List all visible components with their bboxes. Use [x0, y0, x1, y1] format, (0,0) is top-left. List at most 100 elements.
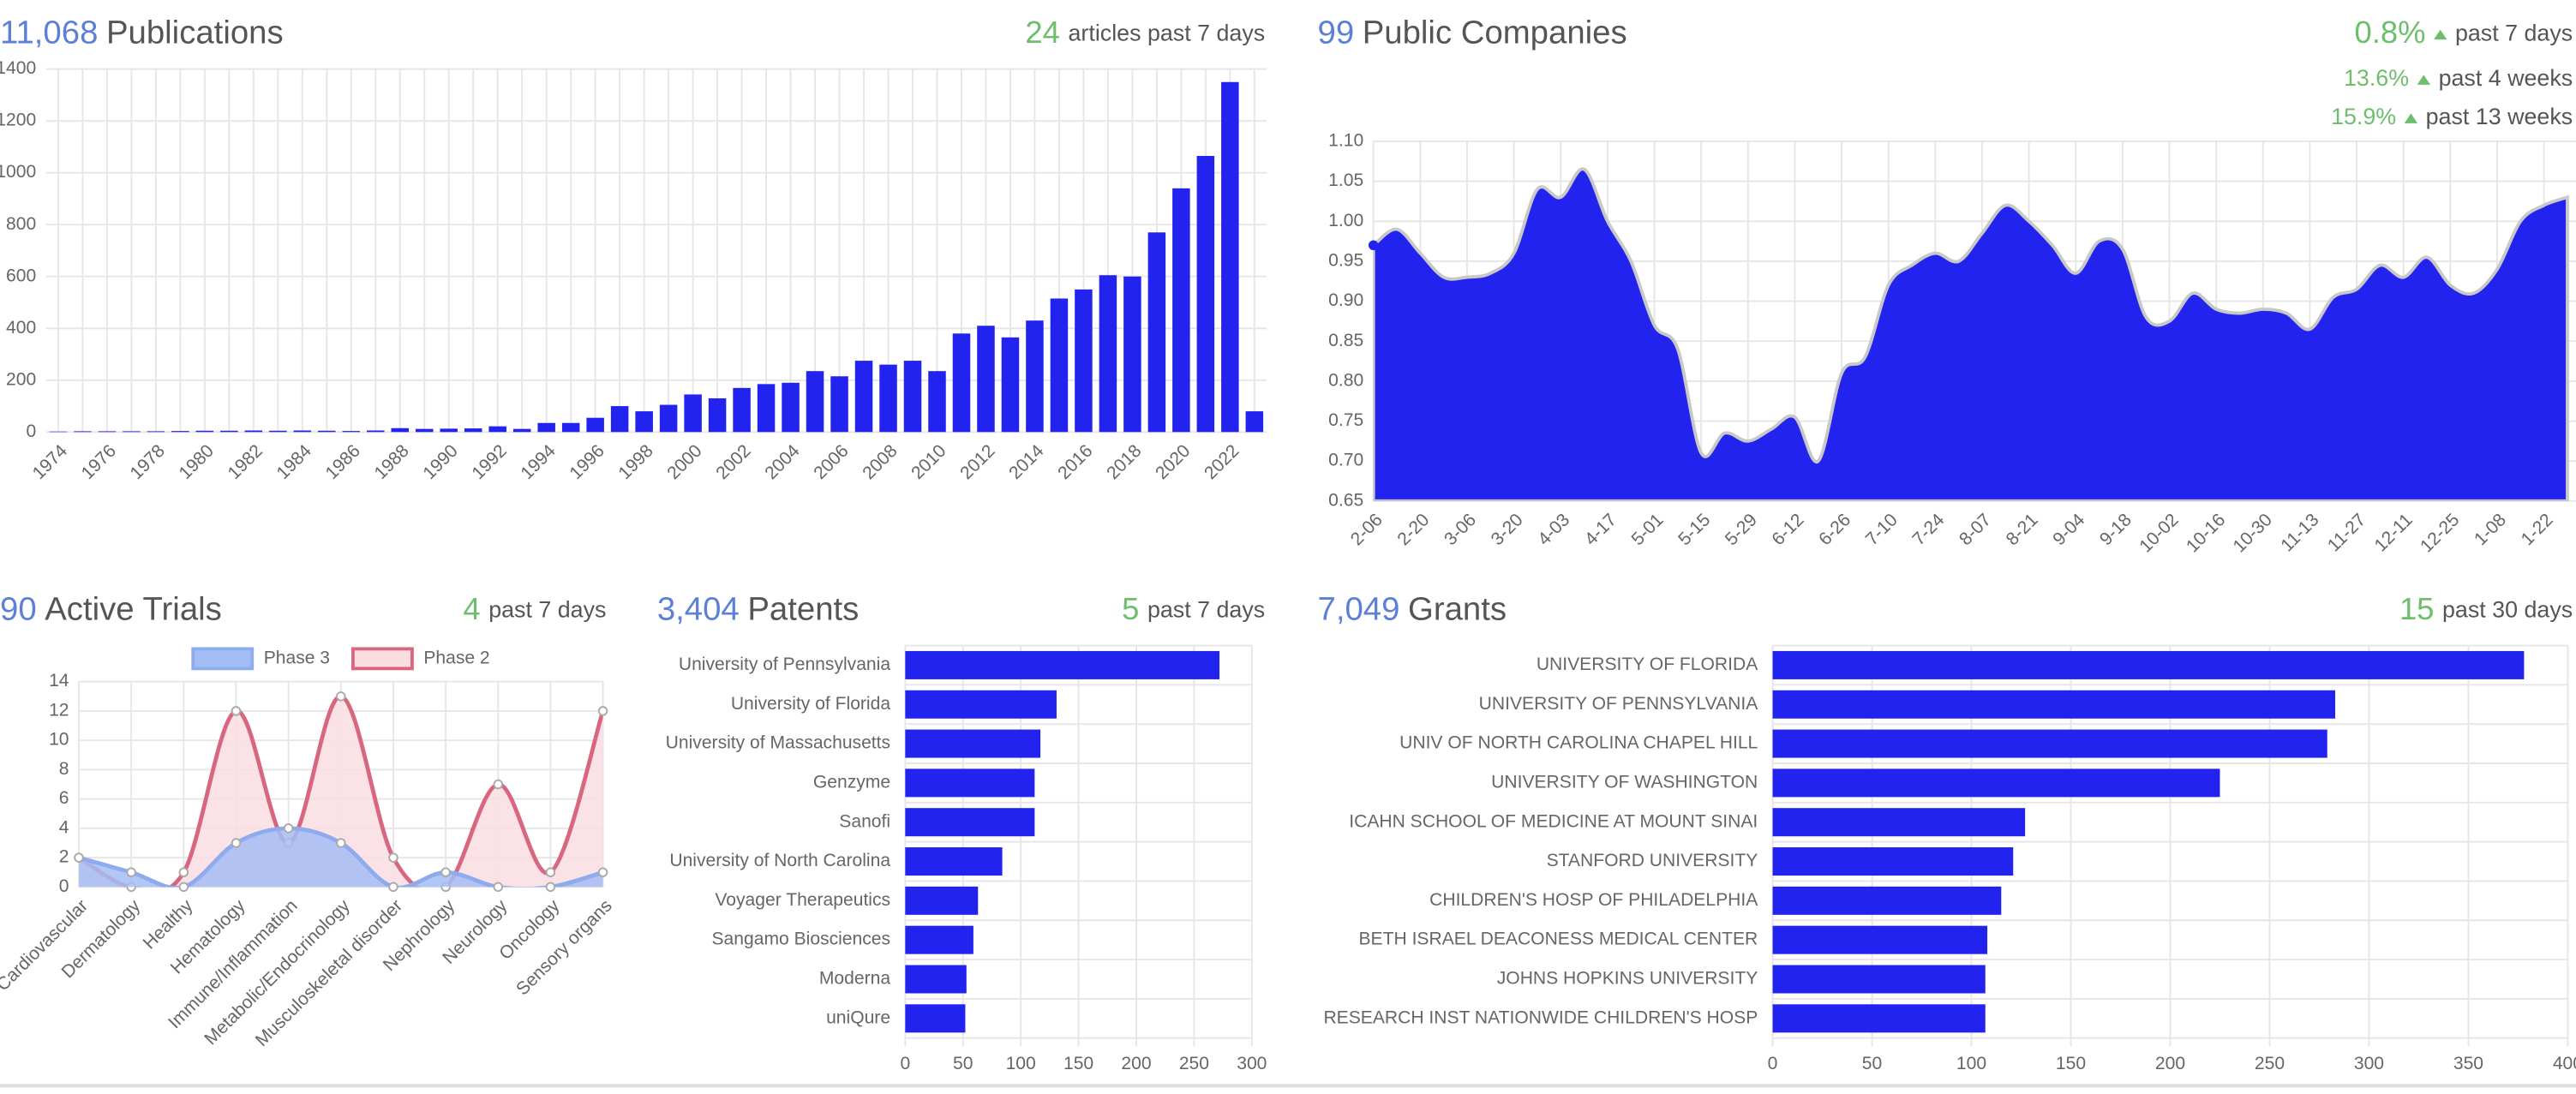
bar: [342, 431, 361, 433]
bar: [1001, 337, 1020, 433]
category-label: UNIVERSITY OF WASHINGTON: [1491, 772, 1758, 792]
x-tick-label: 2018: [1103, 441, 1145, 483]
bar: [905, 847, 1003, 876]
up-arrow: [2404, 113, 2418, 123]
bar: [928, 371, 946, 433]
point: [545, 882, 556, 893]
x-tick-label: 8-07: [1956, 510, 1995, 549]
x-tick-label: 7-10: [1862, 510, 1902, 549]
category-label: CHILDREN'S HOSP OF PHILADELPHIA: [1429, 890, 1758, 910]
bar: [1147, 232, 1166, 433]
x-tick-label: 150: [1063, 1054, 1093, 1073]
bar: [1772, 965, 1986, 994]
category-label: Sangamo Biosciences: [712, 930, 891, 949]
panel-title: Active Trials: [45, 590, 222, 627]
bar: [1772, 690, 2336, 719]
category-label: UNIV OF NORTH CAROLINA CHAPEL HILL: [1399, 733, 1758, 753]
bar: [269, 430, 287, 433]
bar: [977, 326, 995, 433]
x-tick-label: 0: [1768, 1054, 1778, 1073]
category-label: Genzyme: [813, 772, 890, 792]
bar: [905, 925, 973, 954]
category-label: University of Pennsylvania: [679, 655, 890, 674]
point: [178, 882, 189, 893]
stat-delta: 0.8%: [2354, 15, 2425, 50]
point: [126, 867, 136, 877]
legend-label: Phase 2: [423, 648, 489, 667]
x-tick-label: 2012: [956, 441, 998, 483]
x-tick-label: 11-13: [2277, 510, 2322, 555]
bar: [905, 768, 1035, 798]
stat-period: past 30 days: [2442, 596, 2573, 622]
x-tick-label: 1990: [419, 441, 461, 483]
x-tick-label: 5-01: [1628, 510, 1668, 549]
stat-delta: 4: [463, 591, 480, 626]
bar: [905, 886, 979, 915]
bar: [905, 650, 1220, 679]
bar: [1772, 1004, 1986, 1033]
category-label: University of Florida: [731, 694, 891, 714]
category-label: Sanofi: [839, 811, 890, 831]
bar: [1772, 729, 2327, 758]
category-label: University of North Carolina: [669, 851, 890, 870]
x-tick-label: 2000: [663, 441, 705, 483]
point: [336, 691, 346, 702]
y-tick-label: 0.75: [1328, 410, 1363, 430]
x-tick-label: 400: [2553, 1054, 2576, 1073]
x-tick-label: 10-16: [2183, 510, 2229, 556]
x-tick-label: 3-20: [1488, 510, 1527, 549]
y-tick-label: 1000: [0, 162, 36, 182]
x-tick-label: 2-06: [1347, 510, 1387, 549]
bar: [1050, 298, 1069, 433]
point: [545, 867, 556, 877]
y-tick-label: 1200: [0, 111, 36, 130]
point: [493, 779, 504, 790]
y-tick-label: 0: [26, 421, 36, 441]
x-tick-label: 200: [2155, 1054, 2185, 1073]
x-tick-label: 1982: [225, 441, 267, 483]
count: 11,068: [0, 14, 98, 51]
category-label: Moderna: [819, 969, 890, 989]
y-tick-label: 0.70: [1328, 451, 1363, 470]
x-tick-label: 2004: [761, 440, 804, 483]
bar: [1772, 886, 2002, 915]
point: [178, 867, 189, 877]
bar: [903, 361, 922, 433]
legend-swatch: [191, 647, 255, 671]
y-tick-label: 400: [6, 318, 36, 338]
x-tick-label: 2002: [712, 441, 754, 483]
x-tick-label: 300: [1237, 1054, 1267, 1073]
x-tick-label: 100: [1006, 1054, 1036, 1073]
x-tick-label: 7-24: [1908, 510, 1948, 549]
bar: [905, 808, 1035, 837]
bar: [733, 387, 751, 433]
stat-period: past 4 weeks: [2439, 65, 2573, 91]
category-label: UNIVERSITY OF PENNSYLVANIA: [1479, 694, 1759, 714]
x-tick-label: 2014: [1005, 440, 1048, 483]
x-tick-label: 12-11: [2371, 510, 2417, 555]
bar: [854, 361, 873, 433]
stat-delta: 15.9%: [2331, 104, 2396, 129]
x-tick-label: 1-08: [2471, 510, 2510, 549]
point: [597, 706, 608, 716]
y-tick-label: 1.05: [1328, 170, 1363, 190]
bar: [123, 431, 141, 433]
bar: [1772, 650, 2525, 679]
x-tick-label: 350: [2453, 1054, 2483, 1073]
y-tick-label: 1.00: [1328, 211, 1363, 230]
bar: [195, 430, 214, 433]
x-tick-label: 3-06: [1441, 510, 1480, 549]
bar: [1772, 768, 2220, 798]
x-tick-label: 1992: [468, 441, 510, 483]
x-tick-label: 2020: [1152, 441, 1194, 483]
x-tick-label: 2016: [1054, 441, 1096, 483]
x-tick-label: Sensory organs: [512, 896, 616, 1000]
up-arrow: [2434, 29, 2447, 40]
bar: [1245, 411, 1264, 433]
stat-period: past 7 days: [488, 596, 606, 622]
bar: [98, 431, 117, 433]
x-tick-label: 5-29: [1722, 510, 1761, 549]
category-label: UNIVERSITY OF FLORIDA: [1537, 655, 1758, 674]
point: [231, 706, 242, 716]
